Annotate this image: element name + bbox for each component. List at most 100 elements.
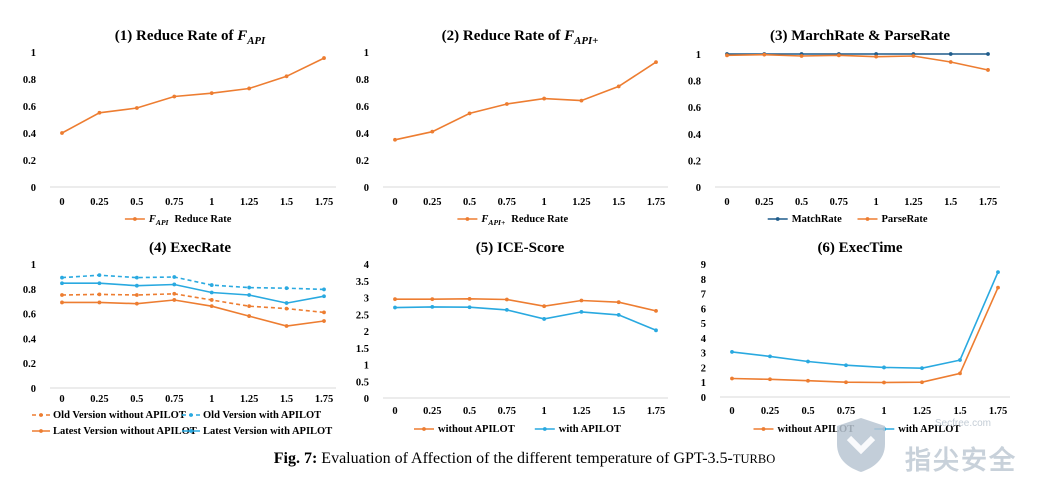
- x-tick-label: 0: [392, 406, 397, 417]
- data-point: [920, 380, 924, 385]
- legend-label: Latest Version without APILOT: [53, 426, 197, 437]
- y-tick-label: 0: [31, 384, 36, 395]
- chart-title-math-base: F: [236, 28, 247, 44]
- x-tick-label: 1.5: [944, 197, 957, 208]
- caption-label: Fig. 7:: [273, 450, 318, 467]
- data-point: [579, 98, 584, 103]
- legend-math-base: F: [148, 214, 156, 225]
- data-point: [134, 106, 139, 110]
- data-point: [986, 52, 990, 56]
- legend-label: with APILOT: [559, 424, 621, 435]
- data-point: [247, 293, 252, 297]
- data-point: [874, 52, 879, 56]
- data-point: [616, 84, 621, 89]
- legend-marker: [465, 217, 470, 221]
- data-point: [97, 110, 102, 115]
- data-point: [247, 304, 252, 309]
- series-line-4: [62, 282, 325, 304]
- caption-text: Evaluation of Affection of the different…: [321, 450, 733, 467]
- data-point: [284, 301, 289, 305]
- legend-label: FAPI Reduce Rate: [148, 214, 232, 227]
- chart-title: (6) ExecTime: [817, 240, 902, 256]
- data-point: [172, 282, 177, 287]
- data-point: [948, 52, 953, 56]
- chart-title-prefix: (1) Reduce Rate of: [115, 28, 237, 44]
- data-point: [172, 94, 177, 99]
- data-point: [97, 300, 102, 305]
- legend-name: Reduce Rate: [175, 214, 232, 225]
- shield-icon: [837, 418, 885, 472]
- data-point: [467, 111, 472, 116]
- chart-title-prefix: (3) MarchRate & ParseRate: [770, 28, 950, 44]
- data-point: [504, 307, 509, 312]
- data-point: [836, 53, 841, 58]
- y-tick-label: 2: [364, 327, 369, 338]
- chart-panel-4: (4) ExecRate 0 0.2 0.4 0.6 0.8 1 0 0.25 0.5 0.75 1 1…: [23, 240, 336, 437]
- x-tick-label: 1.75: [315, 394, 333, 405]
- x-tick-label: 1.25: [572, 406, 590, 417]
- data-point: [284, 324, 289, 328]
- x-tick-label: 1: [542, 406, 547, 417]
- data-point: [430, 297, 435, 302]
- y-tick-label: 3.5: [356, 277, 369, 288]
- x-tick-label: 1.25: [572, 197, 590, 208]
- chart-title-math-base: F: [563, 28, 574, 44]
- data-point: [882, 380, 886, 385]
- data-point: [542, 304, 547, 309]
- x-tick-label: 1.25: [240, 394, 258, 405]
- data-point: [725, 53, 729, 58]
- data-point: [504, 297, 509, 302]
- y-tick-label: 0.4: [23, 334, 37, 345]
- data-point: [542, 317, 547, 321]
- y-tick-label: 1: [364, 48, 369, 59]
- y-tick-label: 2.5: [356, 310, 369, 321]
- x-tick-label: 0.25: [423, 197, 441, 208]
- x-tick-label: 0: [59, 197, 64, 208]
- data-point: [60, 300, 64, 305]
- x-tick-label: 1: [874, 197, 879, 208]
- data-point: [579, 298, 584, 303]
- data-point: [504, 102, 509, 106]
- x-tick-label: 0.75: [498, 197, 516, 208]
- data-point: [172, 275, 177, 279]
- legend-marker: [133, 217, 137, 221]
- data-point: [654, 328, 658, 333]
- chart-title-prefix: (4) ExecRate: [149, 240, 231, 256]
- y-tick-label: 1: [696, 50, 701, 61]
- legend-marker: [542, 427, 547, 431]
- x-tick-label: 0.5: [130, 197, 143, 208]
- chart-panel-5: (5) ICE-Score 0 0.5 1 1.5 2 2.5 3 3.5 4 0 0.25 0.5 0.…: [356, 240, 668, 435]
- x-tick-label: 1: [881, 406, 886, 417]
- x-tick-label: 0.5: [801, 406, 814, 417]
- data-point: [209, 290, 214, 295]
- data-point: [616, 300, 621, 305]
- series-line-1: [61, 57, 325, 134]
- y-tick-label: 0.6: [688, 103, 701, 114]
- y-tick-label: 1: [31, 260, 36, 271]
- chart-title: (3) MarchRate & ParseRate: [770, 28, 950, 44]
- legend-label: MatchRate: [792, 214, 842, 225]
- y-tick-label: 2: [701, 363, 706, 374]
- legend-label: with APILOT: [898, 424, 960, 435]
- y-tick-label: 1: [364, 361, 369, 372]
- x-tick-label: 1.75: [315, 197, 333, 208]
- data-point: [768, 354, 772, 359]
- data-point: [430, 129, 435, 134]
- x-tick-label: 1: [209, 197, 214, 208]
- data-point: [948, 60, 953, 64]
- x-tick-label: 1: [542, 197, 547, 208]
- data-point: [322, 294, 326, 299]
- data-point: [134, 283, 139, 288]
- data-point: [806, 378, 810, 383]
- series-line-2: [394, 306, 657, 332]
- data-point: [209, 91, 214, 96]
- x-tick-label: 0.75: [165, 197, 183, 208]
- data-point: [60, 281, 64, 286]
- data-point: [60, 293, 64, 297]
- x-tick-label: 1.5: [953, 406, 966, 417]
- data-point: [958, 358, 962, 362]
- x-tick-label: 0: [59, 394, 64, 405]
- y-tick-label: 0.6: [23, 102, 36, 113]
- series-line-2: [731, 271, 999, 370]
